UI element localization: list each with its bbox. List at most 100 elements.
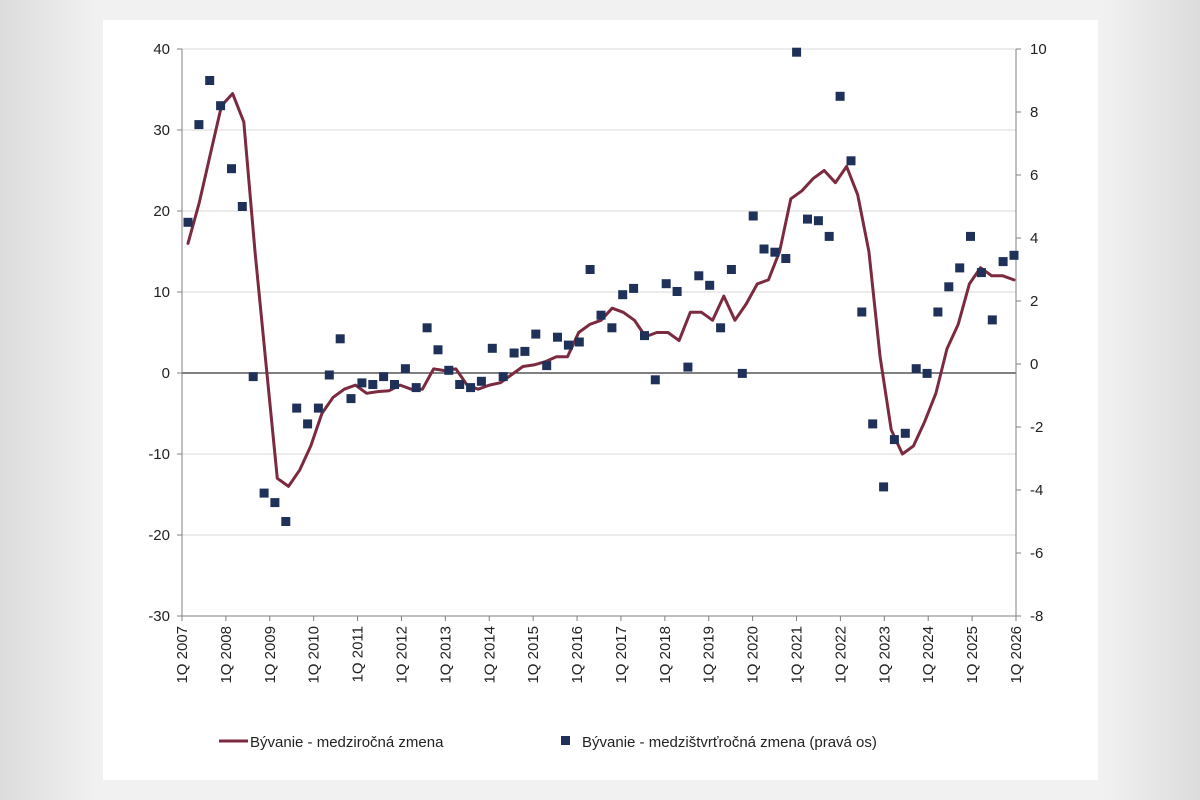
series-point-qoq — [248, 372, 258, 382]
series-point-qoq — [781, 254, 791, 263]
series-point-qoq — [716, 323, 726, 333]
legend-label-markers: Bývanie - medzištvrťročná zmena (pravá o… — [582, 734, 877, 751]
series-point-qoq — [455, 380, 465, 389]
x-tick-label: 1Q 2014 — [481, 626, 498, 684]
legend: Bývanie - medziročná zmena Bývanie - med… — [219, 734, 877, 751]
series-point-qoq — [661, 279, 671, 289]
series-point-qoq — [542, 361, 552, 371]
right-axis-ticks: -8 -6 -4 -2 0 2 4 6 8 10 — [1016, 41, 1047, 625]
left-tick-label: 30 — [153, 122, 170, 139]
series-point-qoq — [640, 331, 649, 341]
series-point-qoq — [955, 263, 965, 273]
right-tick-label: 2 — [1030, 293, 1038, 310]
right-tick-label: -2 — [1030, 419, 1043, 436]
series-point-qoq — [683, 362, 693, 372]
series-point-qoq — [259, 488, 269, 498]
x-tick-label: 1Q 2020 — [745, 626, 762, 684]
series-point-qoq — [498, 372, 508, 382]
x-tick-label: 1Q 2010 — [306, 626, 323, 684]
series-point-qoq — [476, 376, 486, 386]
right-tick-label: 8 — [1030, 104, 1038, 121]
axes — [181, 49, 1017, 617]
series-point-qoq — [335, 334, 345, 344]
series-point-qoq — [759, 244, 769, 254]
x-tick-label: 1Q 2025 — [964, 626, 981, 684]
series-point-qoq — [400, 364, 410, 374]
series-point-qoq — [596, 310, 606, 320]
x-tick-label: 1Q 2021 — [789, 626, 806, 684]
series-point-qoq — [792, 47, 802, 57]
series-point-qoq — [433, 345, 443, 355]
x-axis-ticks: 1Q 2007 1Q 2008 1Q 2009 1Q 2010 1Q 2011 1Q 20… — [174, 616, 1025, 684]
x-tick-label: 1Q 2018 — [657, 626, 674, 684]
series-point-qoq — [216, 101, 226, 111]
left-tick-label: -20 — [148, 527, 170, 544]
right-tick-label: -6 — [1030, 545, 1043, 562]
series-point-qoq — [911, 364, 921, 374]
series-point-qoq — [933, 307, 943, 317]
legend-marker-swatch — [561, 736, 570, 745]
series-point-qoq — [737, 368, 747, 378]
series-point-qoq — [1009, 250, 1019, 260]
series-point-qoq — [553, 332, 562, 342]
series-point-qoq — [237, 202, 247, 211]
series-point-qoq — [531, 329, 541, 339]
series-point-qoq — [618, 290, 628, 300]
x-tick-label: 1Q 2023 — [876, 626, 893, 684]
series-point-qoq — [563, 340, 573, 350]
series-point-qoq — [313, 403, 323, 413]
series-point-qoq — [292, 403, 302, 413]
series-point-qoq — [585, 265, 595, 274]
x-tick-label: 1Q 2007 — [174, 626, 191, 684]
series-point-qoq — [379, 372, 389, 382]
right-tick-label: -8 — [1030, 608, 1043, 625]
series-point-qoq — [227, 164, 236, 174]
left-tick-label: 10 — [153, 284, 170, 301]
left-tick-label: 0 — [162, 365, 170, 382]
series-point-qoq — [205, 76, 215, 85]
x-tick-label: 1Q 2008 — [218, 626, 235, 684]
gridlines — [182, 48, 1016, 617]
series-point-qoq — [944, 282, 954, 292]
series-point-qoq — [194, 120, 204, 130]
series-point-qoq — [411, 383, 421, 393]
x-tick-label: 1Q 2019 — [701, 626, 718, 684]
series-point-qoq — [650, 375, 660, 385]
x-tick-label: 1Q 2022 — [832, 626, 849, 684]
left-tick-label: 20 — [153, 203, 170, 220]
x-tick-label: 1Q 2016 — [569, 626, 586, 684]
series-point-qoq — [824, 231, 834, 241]
right-tick-label: 6 — [1030, 167, 1038, 184]
series-point-qoq — [705, 280, 715, 290]
series-point-qoq — [868, 419, 878, 429]
right-tick-label: -4 — [1030, 482, 1043, 499]
legend-label-line: Bývanie - medziročná zmena — [250, 734, 444, 751]
series-point-qoq — [324, 370, 334, 380]
series-point-qoq — [390, 380, 399, 389]
series-point-qoq — [694, 271, 704, 281]
series-point-qoq — [813, 216, 823, 226]
series-point-qoq — [748, 211, 758, 221]
series-point-qoq — [466, 383, 476, 393]
series-line-yoy — [186, 92, 1016, 488]
left-tick-label: 40 — [153, 41, 170, 58]
right-tick-label: 4 — [1030, 230, 1038, 247]
series-point-qoq — [998, 257, 1008, 267]
series-point-qoq — [607, 323, 617, 333]
series-point-qoq — [976, 268, 986, 278]
x-tick-label: 1Q 2011 — [350, 626, 367, 682]
x-tick-label: 1Q 2026 — [1008, 626, 1025, 684]
series-point-qoq — [889, 435, 899, 445]
series-point-qoq — [183, 217, 193, 227]
series-point-qoq — [368, 380, 378, 389]
series-point-qoq — [879, 482, 889, 492]
x-tick-label: 1Q 2013 — [437, 626, 454, 684]
series-point-qoq — [846, 156, 856, 166]
series-point-qoq — [444, 365, 454, 375]
series-point-qoq — [303, 419, 313, 429]
series-point-qoq — [987, 315, 997, 325]
right-tick-label: 10 — [1030, 41, 1047, 58]
left-axis-ticks: -30 -20 -10 0 10 20 30 40 — [148, 41, 182, 625]
left-tick-label: -10 — [148, 446, 170, 463]
series-point-qoq — [835, 91, 845, 101]
